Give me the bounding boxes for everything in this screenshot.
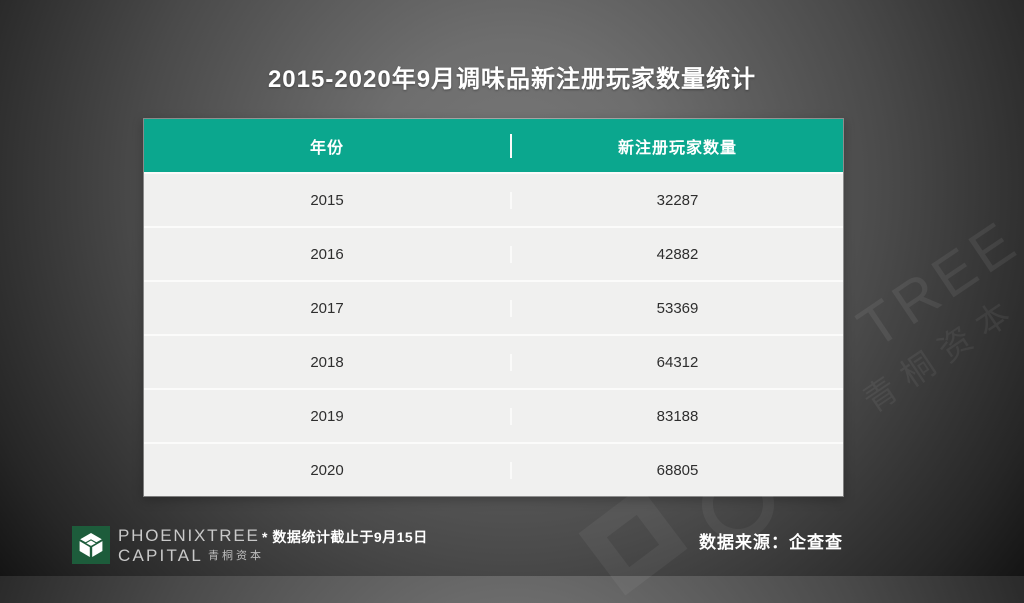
count-cell: 83188 bbox=[656, 407, 699, 425]
table-row: 2018 64312 bbox=[144, 334, 843, 388]
year-cell: 2019 bbox=[144, 407, 512, 425]
logo-name-line2: CAPITAL 青桐资本 bbox=[118, 547, 264, 564]
year-cell: 2020 bbox=[144, 461, 512, 479]
year-cell: 2018 bbox=[144, 353, 512, 371]
logo-name-line1: PHOENIXTREE bbox=[118, 526, 260, 545]
count-cell: 32287 bbox=[656, 191, 699, 209]
logo-wordmark: PHOENIXTREE CAPITAL 青桐资本 bbox=[118, 527, 264, 564]
table-row: 2020 68805 bbox=[144, 442, 843, 496]
count-cell: 42882 bbox=[656, 245, 699, 263]
phoenixtree-logo bbox=[72, 526, 110, 564]
table-header-year: 年份 bbox=[144, 133, 512, 158]
cube-icon bbox=[79, 533, 103, 557]
year-cell: 2015 bbox=[144, 191, 512, 209]
year-cell: 2017 bbox=[144, 299, 512, 317]
logo-chinese-label: 青桐资本 bbox=[208, 550, 264, 562]
table-row: 2019 83188 bbox=[144, 388, 843, 442]
table-row: 2016 42882 bbox=[144, 226, 843, 280]
table-row: 2017 53369 bbox=[144, 280, 843, 334]
table-body: 2015 32287 2016 42882 2017 53369 2018 64… bbox=[144, 172, 843, 496]
table-header-row: 年份 新注册玩家数量 bbox=[144, 119, 843, 172]
data-cutoff-note: * 数据统计截止于9月15日 bbox=[262, 529, 428, 545]
table-row: 2015 32287 bbox=[144, 172, 843, 226]
data-table: 年份 新注册玩家数量 2015 32287 2016 42882 2017 53… bbox=[143, 118, 844, 497]
slide-title: 2015-2020年9月调味品新注册玩家数量统计 bbox=[267, 66, 757, 93]
data-source-label: 数据来源：企查查 bbox=[699, 533, 843, 552]
year-cell: 2016 bbox=[144, 245, 512, 263]
count-cell: 68805 bbox=[656, 461, 699, 479]
count-cell: 64312 bbox=[656, 353, 699, 371]
logo-capital-label: CAPITAL bbox=[118, 546, 203, 565]
count-cell: 53369 bbox=[656, 299, 699, 317]
table-header-count: 新注册玩家数量 bbox=[617, 139, 737, 157]
watermark-cube-icon bbox=[578, 486, 688, 596]
